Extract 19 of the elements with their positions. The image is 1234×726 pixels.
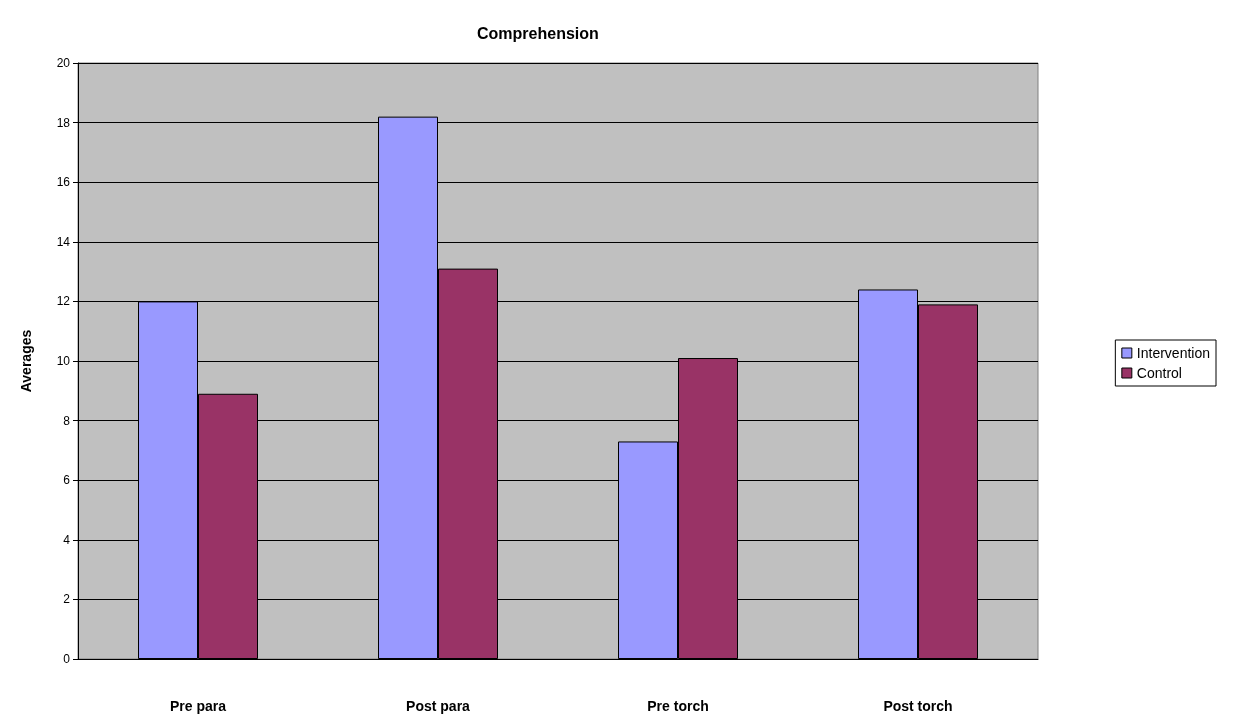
x-tick-label: Pre torch bbox=[647, 698, 709, 714]
x-tick-label: Post para bbox=[406, 698, 471, 714]
y-tick-label: 12 bbox=[56, 294, 71, 309]
x-tick-label: Pre para bbox=[169, 698, 227, 714]
y-tick-label: 16 bbox=[56, 175, 71, 190]
legend-label: Intervention bbox=[1136, 345, 1211, 361]
legend-label: Control bbox=[1136, 365, 1182, 381]
chart-title: Comprehension bbox=[477, 24, 599, 42]
y-tick-label: 2 bbox=[63, 592, 71, 607]
y-tick-label: 10 bbox=[56, 354, 71, 368]
x-tick-label: Post torch bbox=[883, 698, 953, 714]
y-tick-label: 18 bbox=[56, 115, 71, 130]
y-axis-title: Averages bbox=[18, 329, 34, 393]
y-tick-label: 4 bbox=[63, 532, 71, 547]
y-tick-label: 20 bbox=[56, 56, 71, 70]
y-tick-label: 0 bbox=[63, 652, 71, 666]
y-tick-label: 8 bbox=[63, 413, 71, 428]
y-tick-label: 6 bbox=[63, 473, 71, 488]
y-tick-label: 14 bbox=[56, 234, 71, 249]
